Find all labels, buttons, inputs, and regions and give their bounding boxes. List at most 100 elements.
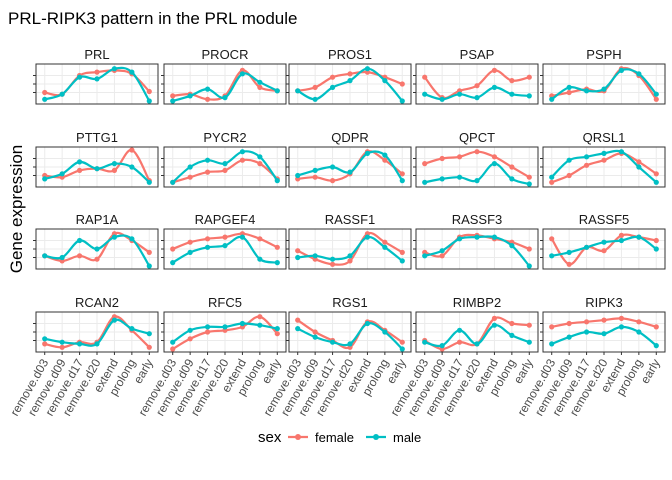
point-rgs1-male-extend [364,320,371,327]
point-ripk3-female-remove-d09 [566,320,572,327]
point-qpct-female-prolong [509,164,515,170]
facet-pycr2: PYCR2 [161,130,287,188]
point-prl-male-remove-d03 [42,96,48,102]
facet-rimbp2: RIMBP2 [413,295,539,355]
facet-strip-pros1: PROS1 [328,47,372,62]
point-qpct-female-early [526,174,532,180]
point-prl-female-remove-d20 [94,69,100,75]
point-qdpr-female-remove-d09 [312,174,318,180]
point-rap1a-male-early [146,263,152,269]
point-qdpr-male-extend [364,150,371,156]
point-rassf1-male-remove-d20 [347,253,353,259]
point-rapgef4-female-prolong [257,236,263,242]
point-rimbp2-male-early [526,339,532,345]
facet-strip-rassf1: RASSF1 [325,212,376,227]
facet-rassf5: RASSF5 [540,212,666,270]
point-pycr2-female-extend [239,157,246,163]
point-rassf5-male-early [653,246,659,252]
point-rfc5-male-early [274,326,280,332]
legend-title: sex [258,429,282,446]
point-procr-female-prolong [257,84,263,90]
point-qpct-male-remove-d20 [474,178,480,184]
point-rgs1-male-remove-d20 [347,341,353,347]
point-rfc5-female-remove-d03 [170,346,176,352]
point-pycr2-female-remove-d17 [204,169,211,175]
point-psap-male-remove-d03 [422,91,428,97]
point-prl-male-prolong [129,69,135,75]
point-procr-male-extend [239,71,246,77]
point-qpct-female-remove-d20 [474,149,480,155]
point-rassf5-male-remove-d17 [583,244,590,250]
point-prl-female-remove-d03 [42,89,48,96]
point-rassf1-female-remove-d17 [329,261,336,267]
point-ripk3-male-remove-d20 [601,331,607,337]
point-rassf1-female-remove-d20 [347,258,353,264]
point-qdpr-female-remove-d17 [329,178,336,184]
point-qrsl1-male-remove-d09 [566,157,572,163]
point-procr-male-remove-d03 [170,98,176,104]
facet-strip-pycr2: PYCR2 [203,130,246,145]
point-rimbp2-male-remove-d09 [439,343,445,349]
y-axis-label: Gene expression [7,145,26,274]
point-psap-male-extend [491,84,498,90]
point-psph-female-early [653,96,659,102]
point-qpct-female-remove-d09 [439,155,445,162]
facet-strip-prl: PRL [84,47,109,62]
point-rap1a-male-remove-d03 [42,253,48,259]
point-pycr2-male-remove-d03 [170,179,176,185]
point-qrsl1-female-early [653,171,659,177]
point-qpct-female-remove-d03 [422,161,428,167]
point-rgs1-male-prolong [382,329,388,335]
point-pycr2-male-remove-d20 [222,161,228,167]
point-psap-male-remove-d20 [474,95,480,101]
point-procr-male-early [274,88,280,94]
point-rapgef4-male-remove-d17 [204,244,211,250]
point-ripk3-female-remove-d17 [583,319,590,325]
point-pttg1-male-extend [111,161,118,167]
point-rfc5-male-remove-d09 [187,327,193,333]
point-rgs1-female-early [399,339,405,345]
point-qdpr-male-remove-d20 [347,169,353,175]
legend-item-female: female [288,430,354,445]
point-psap-male-early [526,93,532,99]
point-pttg1-male-remove-d20 [94,166,100,172]
facet-strip-procr: PROCR [202,47,249,62]
point-qpct-male-early [526,181,532,187]
point-qrsl1-male-remove-d17 [583,154,590,160]
point-rassf1-male-remove-d03 [295,254,301,261]
legend-label-male: male [393,430,421,445]
point-rgs1-female-remove-d03 [295,317,301,323]
point-qpct-male-remove-d03 [422,179,428,185]
point-rap1a-female-early [146,249,152,255]
facet-rcan2: RCAN2 [33,295,159,355]
point-rassf1-male-remove-d17 [329,256,336,262]
point-ripk3-male-remove-d17 [583,329,590,335]
point-qrsl1-female-remove-d09 [566,172,572,179]
facet-strip-ripk3: RIPK3 [585,295,623,310]
point-qrsl1-male-prolong [636,164,642,170]
facet-qrsl1: QRSL1 [540,130,666,188]
x-tick-label-ripk3-early: early [638,357,663,387]
facet-rassf1: RASSF1 [286,212,412,270]
facet-procr: PROCR [161,47,287,105]
x-axis-tick-labels: remove.d03remove.d09remove.d17remove.d20… [8,356,663,418]
point-ripk3-female-prolong [636,319,642,325]
point-ripk3-female-early [653,324,659,330]
chart-title: PRL-RIPK3 pattern in the PRL module [8,9,297,28]
legend-key-female-point [295,434,301,440]
facet-strip-qrsl1: QRSL1 [583,130,626,145]
point-psap-female-prolong [509,78,515,84]
point-rassf1-female-prolong [382,239,388,245]
point-rassf5-male-remove-d20 [601,239,607,245]
point-ripk3-female-remove-d20 [601,317,607,323]
point-rfc5-male-extend [239,320,246,327]
point-psap-female-early [526,74,532,80]
point-pycr2-male-remove-d09 [187,164,193,170]
point-qrsl1-female-remove-d20 [601,157,607,163]
point-rassf3-female-early [526,246,532,252]
point-pttg1-male-remove-d17 [76,159,83,165]
point-pros1-female-remove-d09 [312,84,318,90]
facet-strip-rapgef4: RAPGEF4 [195,212,256,227]
point-rgs1-male-remove-d09 [312,334,318,340]
point-rapgef4-male-early [274,260,280,266]
